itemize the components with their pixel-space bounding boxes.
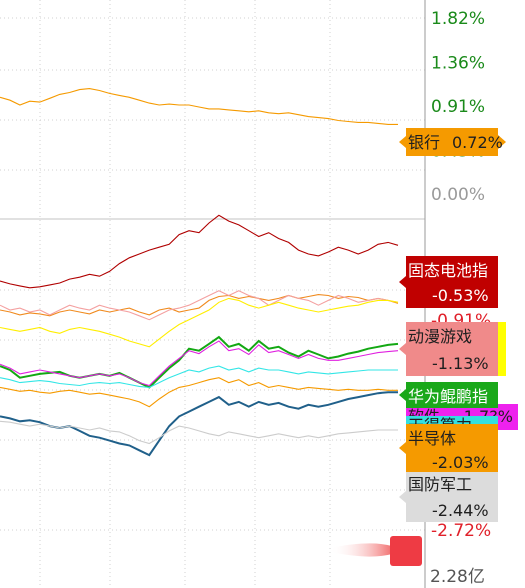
y-tick-label: 1.82% [431, 9, 485, 29]
tag-bank[interactable]: 银行 0.72% [399, 128, 506, 156]
tag-defense-text-1: -2.44% [432, 501, 489, 520]
y-tick-label: 0.91% [431, 97, 485, 117]
series-line-2 [0, 294, 399, 317]
series-line-0 [0, 88, 398, 125]
series-line-5 [0, 335, 399, 389]
tag-bank-text-1: 0.72% [452, 133, 503, 152]
tag-huawei-kunpeng[interactable]: 华为鲲鹏指 [399, 382, 498, 408]
tag-anime-game-text-1: -1.13% [432, 354, 489, 373]
tag-solid-state-battery[interactable]: 固态电池指 -0.53% [399, 256, 498, 308]
series-tags: 银行0.72%固态电池指-0.53%动漫游戏-1.13%华为鲲鹏指软件-1.7?… [399, 128, 518, 522]
series-line-3 [0, 290, 399, 321]
tag-bank-bg [399, 128, 498, 156]
series-lines [0, 88, 399, 457]
series-line-6 [0, 340, 399, 387]
tag-anime-game-bg [399, 322, 498, 376]
series-line-4 [0, 297, 399, 348]
tag-semiconductor-bg [399, 424, 498, 472]
tag-defense-text-0: 国防军工 [408, 475, 472, 494]
tag-yellow-edge [498, 322, 506, 376]
tag-anime-game-text-0: 动漫游戏 [408, 327, 472, 346]
volume-label: 2.28亿 [430, 567, 485, 587]
series-line-1 [0, 214, 399, 289]
tag-anime-game[interactable]: 动漫游戏 -1.13% [399, 322, 498, 376]
tag-bank-arrow [498, 135, 506, 149]
y-tick-label: 0.00% [431, 185, 485, 205]
tag-semiconductor-text-1: -2.03% [432, 453, 489, 472]
series-line-8 [0, 377, 398, 408]
series-line-7 [0, 365, 398, 388]
tag-huawei-kunpeng-text-0: 华为鲲鹏指 [408, 387, 488, 406]
tag-huawei-kunpeng-bg [399, 382, 498, 408]
tag-solid-state-battery-text-0: 固态电池指 [408, 261, 488, 280]
y-tick-label: -2.72% [431, 521, 491, 541]
y-tick-label: 1.36% [431, 54, 485, 74]
tag-semiconductor-text-0: 半导体 [408, 429, 456, 448]
volume-flare [330, 543, 392, 557]
volume-indicator: 2.28亿 [330, 536, 485, 587]
series-line-9 [0, 391, 398, 457]
tag-defense-bg [399, 472, 498, 522]
tag-semiconductor[interactable]: 半导体 -2.03% [399, 424, 498, 472]
tag-solid-state-battery-text-1: -0.53% [432, 286, 489, 305]
tag-defense[interactable]: 国防军工 -2.44% [399, 472, 498, 522]
series-line-10 [0, 420, 398, 445]
volume-block [390, 536, 422, 566]
tag-bank-text-0: 银行 [408, 133, 440, 152]
tag-solid-state-battery-bg [399, 256, 498, 308]
